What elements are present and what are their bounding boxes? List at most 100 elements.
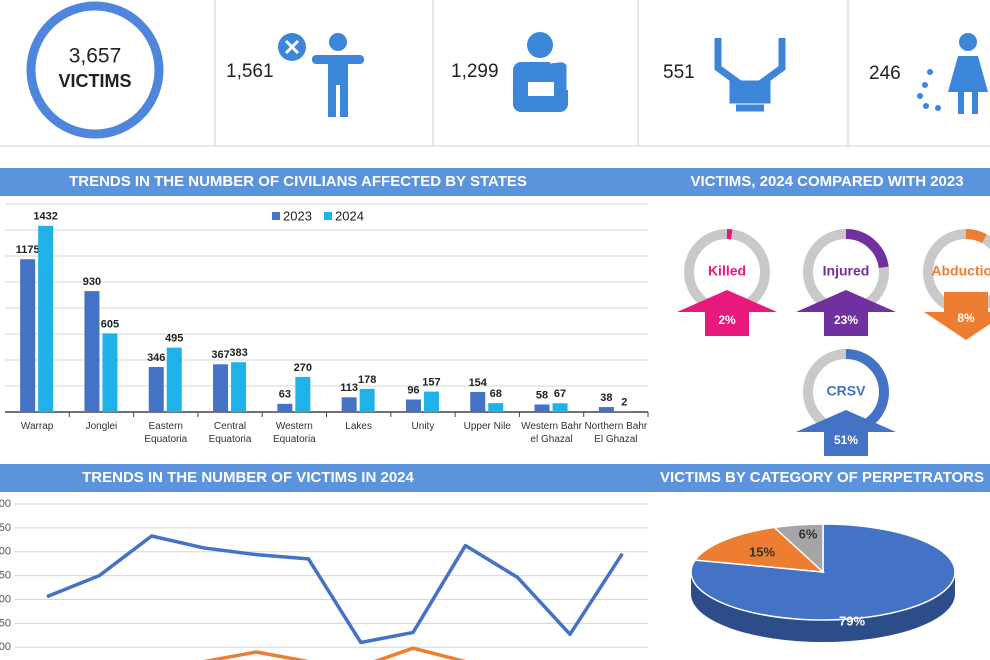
gauge-arrow	[677, 290, 777, 336]
data-label: 157	[422, 376, 440, 388]
data-label: 930	[83, 276, 101, 288]
y-tick-label: 200	[0, 593, 11, 605]
data-label: 178	[358, 374, 376, 386]
y-tick-label: 150	[0, 617, 11, 629]
x-tick-label: Western Bahr el Ghazal	[521, 421, 583, 445]
pie-slice	[772, 523, 824, 574]
line-series	[202, 646, 468, 660]
data-label: 270	[294, 362, 312, 374]
x-tick-label: Warrap	[20, 421, 54, 432]
value-label: 79%	[839, 613, 865, 628]
y-tick-label: 300	[0, 546, 11, 558]
gauge-arrow	[796, 290, 896, 336]
value-label: 8%	[957, 311, 975, 325]
section-band	[0, 464, 990, 492]
gauge-label: Abduction	[931, 263, 990, 279]
section-band	[0, 168, 990, 196]
y-tick-label: 400	[0, 498, 11, 510]
bar	[359, 388, 375, 412]
bar	[552, 403, 568, 412]
value-label: 6%	[799, 526, 818, 541]
data-label: 495	[165, 333, 183, 345]
icon-injured	[513, 32, 570, 112]
bar	[405, 399, 421, 412]
section-title: TRENDS IN THE NUMBER OF CIVILIANS AFFECT…	[69, 173, 527, 190]
bar	[231, 362, 247, 412]
line-series	[46, 534, 624, 645]
value-label: 15%	[749, 544, 775, 559]
bar	[295, 376, 311, 412]
stat-value: 246	[869, 63, 901, 84]
x-tick-label: Western Equatoria	[272, 421, 316, 445]
x-tick-label: Lakes	[345, 421, 372, 432]
value-label: 23%	[834, 313, 858, 327]
data-label: 346	[147, 352, 165, 364]
bar	[20, 259, 36, 412]
total-label: VICTIMS	[58, 71, 131, 91]
y-tick-label: 350	[0, 522, 11, 534]
bar	[423, 391, 439, 412]
x-tick-label: Upper Nile	[463, 421, 511, 432]
x-tick-label: Central Equatoria	[208, 421, 252, 445]
bar	[277, 403, 293, 412]
data-label: 154	[469, 377, 488, 389]
value-label: 51%	[834, 433, 858, 447]
data-label: 63	[279, 389, 291, 401]
data-label: 58	[536, 389, 548, 401]
data-label: 1432	[33, 211, 57, 223]
gauge-label: Killed	[708, 263, 746, 279]
bar	[488, 403, 504, 412]
x-tick-label: Eastern Equatoria	[144, 421, 188, 445]
stat-value: 1,561	[226, 61, 274, 82]
data-label: 96	[407, 384, 419, 396]
data-label: 67	[554, 388, 566, 400]
data-label: 605	[101, 318, 119, 330]
bar	[38, 225, 54, 412]
data-label: 2	[621, 397, 627, 409]
data-label: 113	[340, 382, 358, 394]
bar	[166, 347, 182, 412]
section-title: VICTIMS BY CATEGORY OF PERPETRATORS	[660, 469, 984, 486]
gauge-arrow	[924, 292, 990, 340]
legend-swatch	[272, 212, 280, 220]
data-label: 383	[229, 347, 247, 359]
stat-value: 1,299	[451, 61, 499, 82]
section-title: VICTIMS, 2024 COMPARED WITH 2023	[690, 173, 963, 190]
y-tick-label: 100	[0, 641, 11, 653]
section-title: TRENDS IN THE NUMBER OF VICTIMS IN 2024	[82, 469, 414, 486]
bar	[84, 291, 100, 412]
y-tick-label: 250	[0, 570, 11, 582]
gauge-label: Injured	[823, 263, 870, 279]
bar	[213, 364, 229, 412]
data-label: 68	[490, 388, 502, 400]
bar	[534, 404, 550, 412]
legend-label: 2023	[283, 208, 312, 223]
icon-abduction	[714, 38, 786, 112]
data-label: 38	[600, 392, 612, 404]
bar	[148, 367, 164, 412]
stat-value: 551	[663, 62, 695, 83]
legend-swatch	[324, 212, 332, 220]
value-label: 2%	[718, 313, 736, 327]
bar	[341, 397, 357, 412]
bar	[470, 391, 486, 412]
data-label: 367	[211, 349, 229, 361]
icon-crsv	[917, 33, 988, 114]
legend-label: 2024	[335, 208, 364, 223]
gauge-arc	[965, 229, 987, 244]
pie-slice	[693, 526, 826, 573]
bar	[598, 407, 614, 412]
x-tick-label: Unity	[411, 421, 435, 432]
gauge-arc	[845, 229, 889, 269]
gauge-label: CRSV	[827, 383, 867, 399]
total-ring	[26, 1, 164, 139]
bar	[102, 333, 118, 412]
x-tick-label: Northern Bahr El Ghazal	[584, 421, 648, 445]
gauge-arrow	[796, 410, 896, 456]
icon-killed	[278, 33, 364, 117]
data-label: 1175	[16, 244, 40, 256]
total-value: 3,657	[69, 45, 122, 68]
x-tick-label: Jonglei	[85, 421, 118, 432]
